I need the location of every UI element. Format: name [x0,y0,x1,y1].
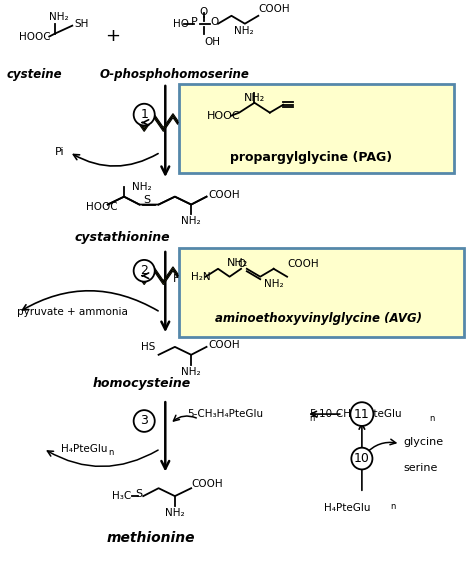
Text: 1: 1 [140,108,148,121]
Text: COOH: COOH [287,259,319,269]
Text: H₂O: H₂O [173,274,195,284]
Text: COOH: COOH [258,4,290,14]
Polygon shape [139,267,178,285]
Text: methionine: methionine [107,531,195,545]
Text: 2: 2 [140,264,148,277]
Text: NH₂: NH₂ [131,182,151,192]
Text: cystathionine: cystathionine [74,231,170,245]
Text: NH₂: NH₂ [165,508,185,518]
Circle shape [134,260,155,282]
Text: COOH: COOH [209,340,240,350]
Text: S: S [135,489,142,499]
Text: pyruvate + ammonia: pyruvate + ammonia [17,307,128,317]
Text: NH₂: NH₂ [227,258,248,268]
Text: 5-CH₃H₄PteGlu: 5-CH₃H₄PteGlu [187,409,264,419]
Circle shape [351,448,373,470]
Text: H₂N: H₂N [191,272,211,282]
Text: HOOC: HOOC [86,201,118,212]
Text: NH₂: NH₂ [234,26,254,36]
Text: NH₂: NH₂ [182,216,201,226]
Text: homocysteine: homocysteine [92,377,191,390]
Text: n: n [109,448,114,457]
Text: H₄PteGlu: H₄PteGlu [61,444,108,453]
Text: COOH: COOH [191,479,223,489]
Circle shape [350,402,374,426]
Text: OH: OH [205,37,220,46]
Text: P: P [191,17,198,27]
Text: HOOC: HOOC [18,32,50,41]
Text: HS: HS [141,342,155,352]
FancyBboxPatch shape [179,248,464,337]
Text: SH: SH [74,19,89,29]
Text: O-phosphohomoserine: O-phosphohomoserine [100,68,250,81]
FancyBboxPatch shape [179,84,454,173]
Text: 10: 10 [354,452,370,465]
Text: aminoethoxyvinylglycine (AVG): aminoethoxyvinylglycine (AVG) [215,312,422,325]
Text: H₃C: H₃C [112,491,132,501]
Text: NH₂: NH₂ [264,279,283,289]
Text: +: + [105,26,120,45]
Text: HOOC: HOOC [207,111,240,121]
Text: NH₂: NH₂ [49,12,69,22]
Text: n: n [391,502,396,511]
Circle shape [134,104,155,126]
Text: 5,10-CH₂H₄PteGlu: 5,10-CH₂H₄PteGlu [309,409,402,419]
Text: O: O [237,259,245,269]
Text: O: O [210,17,219,27]
Text: S: S [144,195,151,204]
Text: NH₂: NH₂ [182,367,201,377]
Text: COOH: COOH [209,189,240,200]
Text: n: n [309,413,315,422]
Text: serine: serine [403,463,438,474]
Text: NH₂: NH₂ [244,93,265,103]
Text: HO: HO [173,19,189,29]
Text: Pi: Pi [55,147,64,157]
Text: glycine: glycine [403,437,443,447]
Text: H₄PteGlu: H₄PteGlu [324,503,371,513]
Text: n: n [429,413,434,422]
Text: 11: 11 [354,408,370,421]
Text: propargylglycine (PAG): propargylglycine (PAG) [230,150,392,164]
Text: cysteine: cysteine [6,68,62,81]
Text: O: O [200,7,208,17]
Polygon shape [139,114,178,131]
Text: 3: 3 [140,414,148,428]
Circle shape [134,410,155,432]
